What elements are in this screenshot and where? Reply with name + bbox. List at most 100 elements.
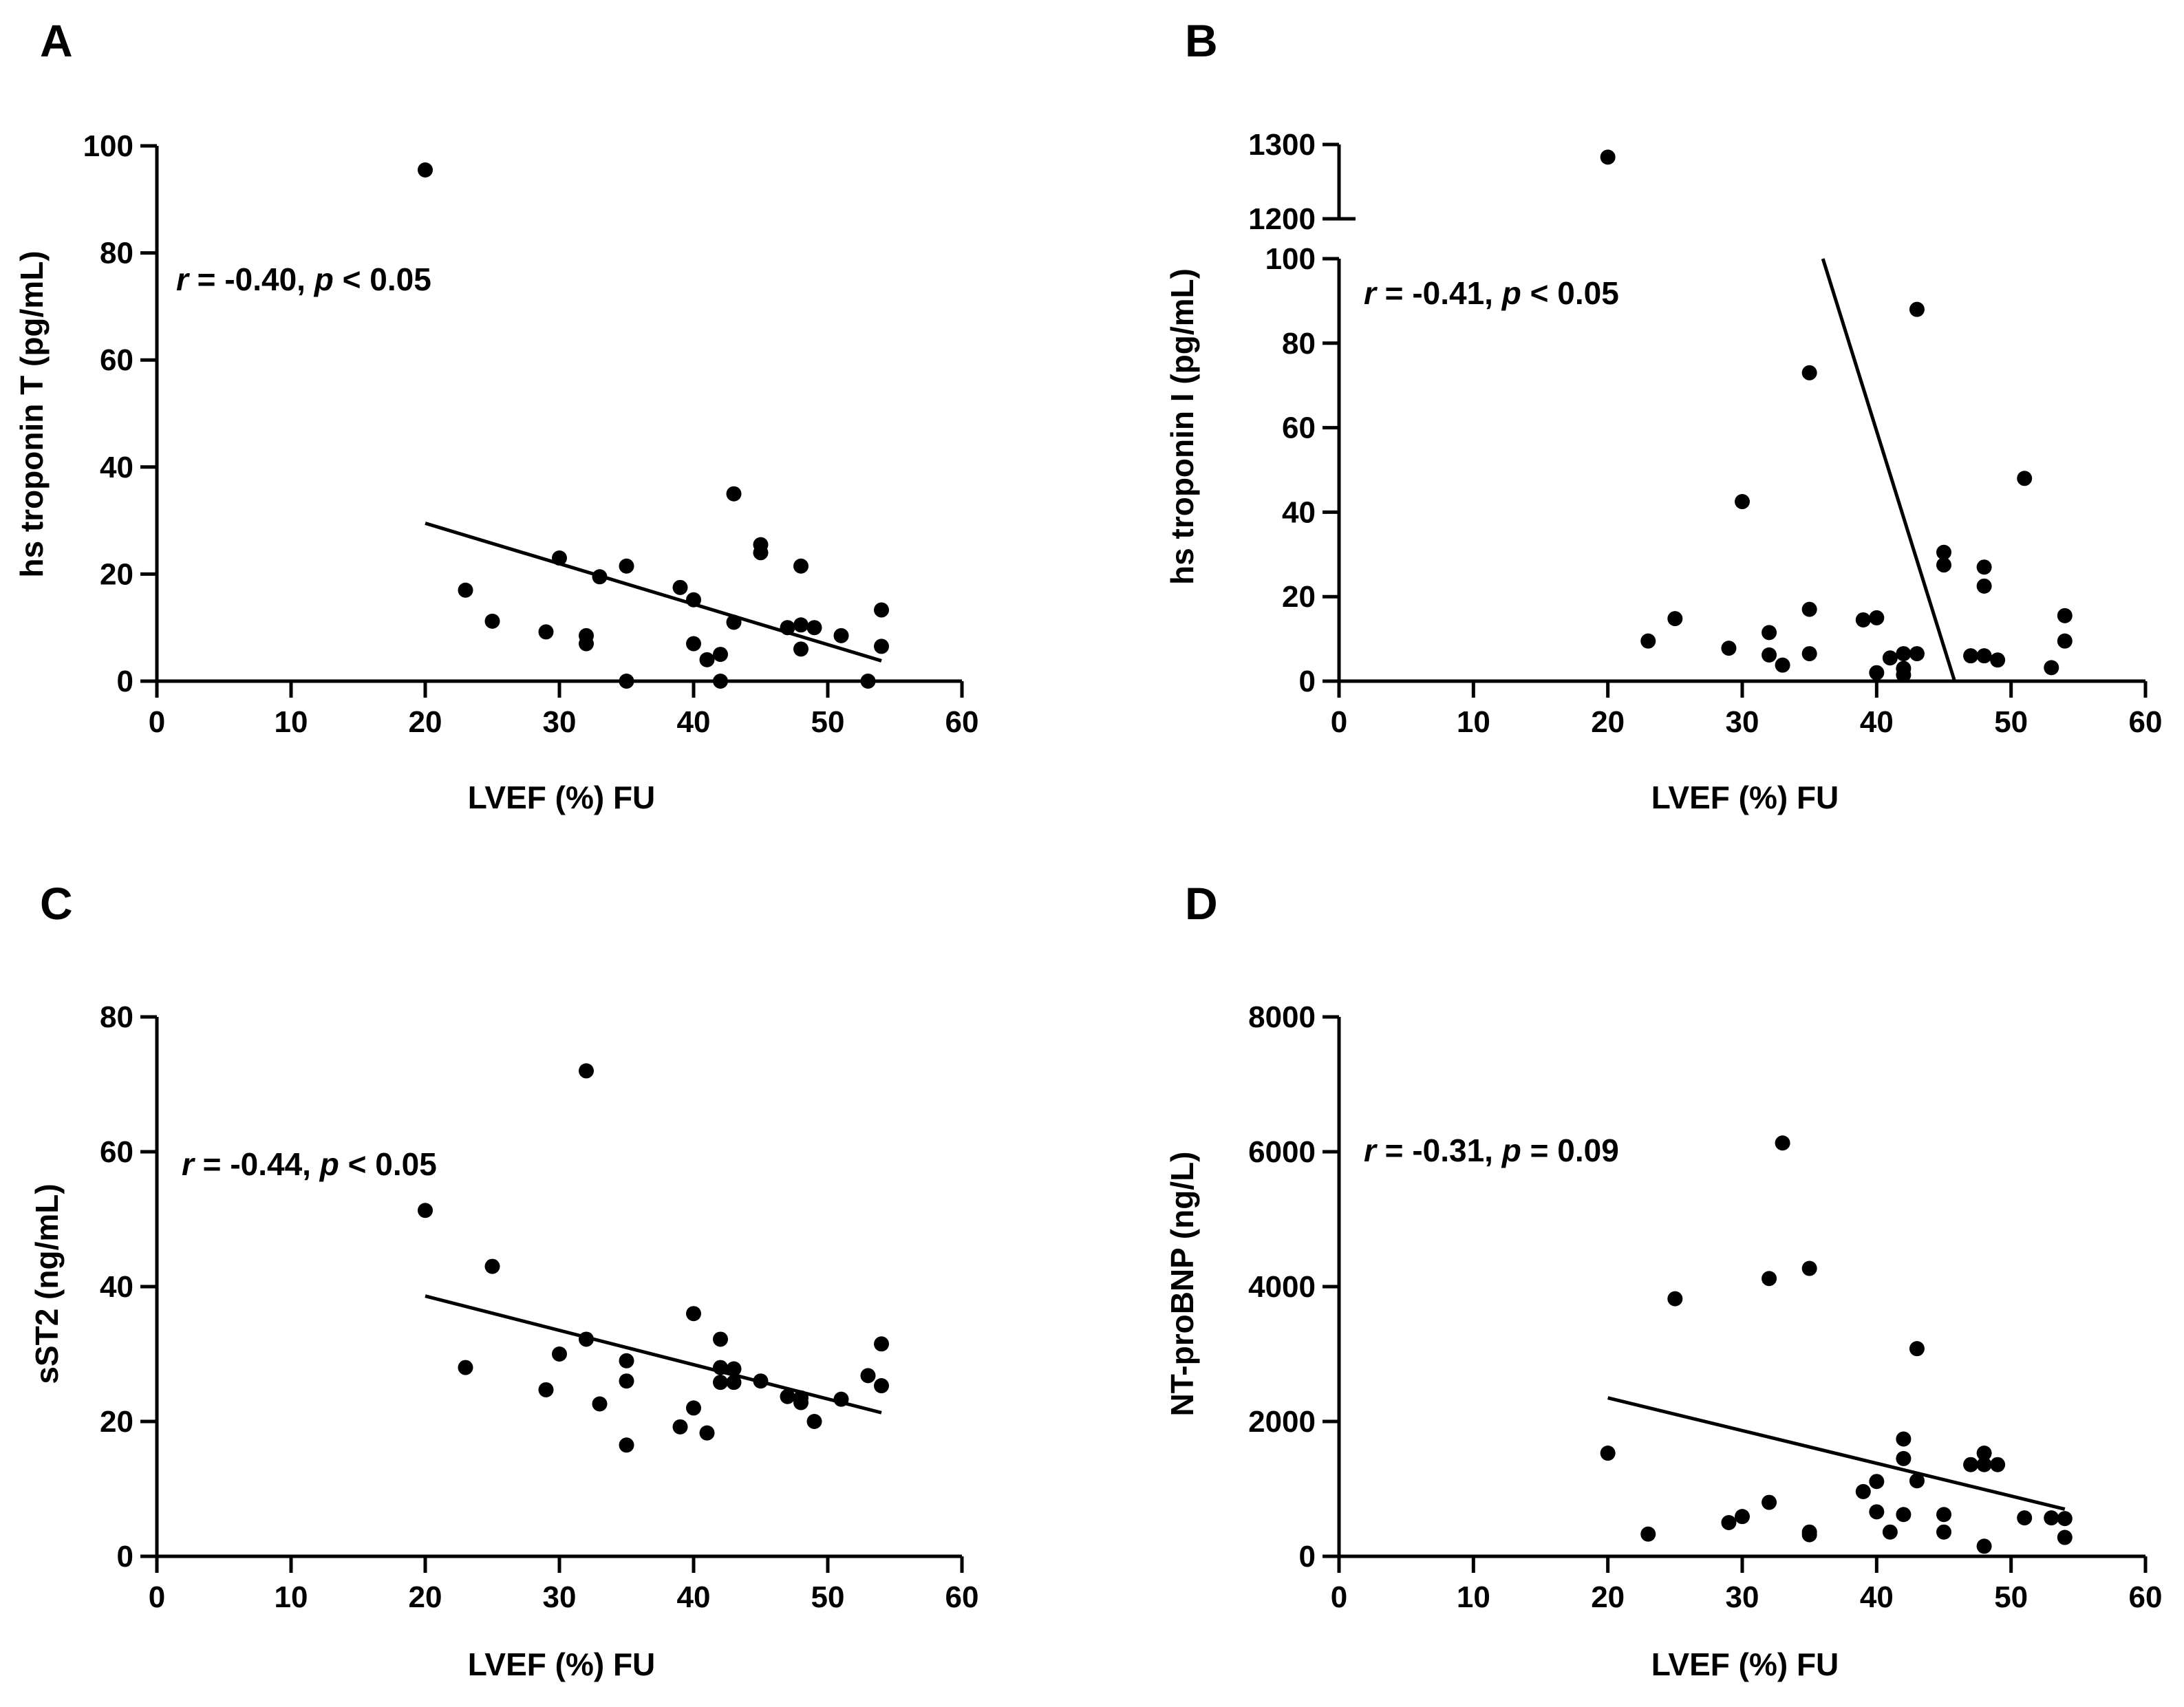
- data-point-b: [1721, 641, 1737, 656]
- y-tick-label-c: 0: [117, 1540, 133, 1574]
- data-point-c: [672, 1419, 688, 1435]
- y-tick-label-b: 0: [1299, 665, 1316, 698]
- data-point-b: [1735, 494, 1750, 510]
- data-point-d: [1640, 1526, 1656, 1542]
- y-axis-title-a: hs troponin T (pg/mL): [14, 250, 50, 577]
- data-point-b: [1882, 650, 1898, 666]
- y-tick-label-d: 6000: [1248, 1135, 1316, 1169]
- data-point-d: [1909, 1473, 1925, 1489]
- correlation-annotation-a: r = -0.40, p < 0.05: [176, 261, 431, 297]
- data-point-b: [1775, 657, 1790, 673]
- data-point-d: [2017, 1510, 2033, 1526]
- data-point-d: [1667, 1291, 1683, 1307]
- data-point-a: [860, 674, 876, 689]
- panel-label-b: B: [1185, 15, 1218, 66]
- data-point-b: [1990, 652, 2006, 668]
- data-point-b: [1869, 665, 1885, 680]
- y-tick-label-a: 20: [100, 557, 133, 591]
- data-point-a: [418, 162, 433, 178]
- panel-a: A r = -0.40, p < 0.05 LVEF (%) FU hs tro…: [14, 15, 978, 815]
- panel-c: C r = -0.44, p < 0.05 LVEF (%) FU sST2 (…: [29, 878, 978, 1682]
- y-tick-label-d: 0: [1299, 1540, 1316, 1574]
- data-point-a: [874, 638, 889, 654]
- data-point-a: [686, 592, 701, 608]
- data-point-c: [833, 1391, 849, 1407]
- y-axis-title-b: hs troponin I (pg/mL): [1164, 268, 1200, 585]
- data-point-a: [699, 652, 715, 667]
- data-point-a: [713, 674, 728, 689]
- data-point-b: [1762, 647, 1777, 663]
- data-point-d: [1762, 1271, 1777, 1287]
- data-point-c: [806, 1414, 822, 1429]
- data-point-b: [1963, 648, 1979, 664]
- data-point-c: [538, 1382, 554, 1397]
- data-point-a: [619, 558, 634, 574]
- data-point-c: [713, 1360, 728, 1375]
- data-point-c: [579, 1331, 594, 1347]
- x-tick-label-a: 20: [409, 705, 442, 739]
- y-tick-label-b: 40: [1282, 495, 1316, 529]
- data-point-c: [552, 1346, 567, 1362]
- y-axis-title-d: NT-proBNP (ng/L): [1164, 1152, 1200, 1417]
- data-point-c: [458, 1360, 473, 1375]
- data-point-a: [874, 602, 889, 618]
- data-point-a: [793, 558, 809, 574]
- data-point-c: [484, 1258, 500, 1274]
- data-point-d: [1600, 1446, 1616, 1461]
- data-point-b: [1667, 611, 1683, 627]
- x-tick-label-c: 40: [677, 1580, 711, 1614]
- data-point-b: [2017, 471, 2033, 486]
- data-point-d: [1869, 1474, 1885, 1490]
- panel-b: B r = -0.41, p < 0.05 LVEF (%) FU hs tro…: [1164, 15, 2162, 815]
- x-tick-label-c: 20: [409, 1580, 442, 1614]
- data-point-b: [1909, 301, 1925, 317]
- data-point-b: [1936, 557, 1951, 573]
- y-tick-label-upper-b: 1300: [1248, 128, 1316, 162]
- data-point-a: [538, 624, 554, 640]
- data-point-a: [592, 569, 608, 585]
- data-point-a: [833, 627, 849, 643]
- data-point-d: [1801, 1527, 1817, 1543]
- x-tick-label-a: 60: [945, 705, 979, 739]
- x-tick-label-d: 60: [2129, 1580, 2163, 1614]
- data-point-c: [874, 1378, 889, 1394]
- data-point-c: [860, 1368, 876, 1384]
- y-tick-label-a: 100: [83, 129, 133, 163]
- data-point-d: [1976, 1446, 1992, 1461]
- data-point-d: [1896, 1507, 1912, 1523]
- data-point-d: [1801, 1260, 1817, 1276]
- x-tick-label-d: 20: [1591, 1580, 1625, 1614]
- data-point-d: [1855, 1483, 1871, 1499]
- data-point-b: [1896, 646, 1912, 662]
- x-tick-label-a: 30: [543, 705, 577, 739]
- data-point-b: [2044, 660, 2059, 676]
- data-point-b: [1976, 578, 1992, 594]
- data-point-b: [2057, 633, 2073, 649]
- data-point-c: [753, 1373, 769, 1389]
- x-tick-label-a: 40: [677, 705, 711, 739]
- y-tick-label-d: 2000: [1248, 1405, 1316, 1439]
- data-point-c: [793, 1395, 809, 1410]
- data-point-b: [1801, 601, 1817, 617]
- data-point-a: [552, 550, 567, 566]
- data-point-a: [780, 620, 795, 636]
- x-tick-label-d: 40: [1860, 1580, 1894, 1614]
- data-point-d: [1963, 1457, 1979, 1472]
- y-tick-label-b: 20: [1282, 580, 1316, 614]
- data-point-d: [1896, 1450, 1912, 1466]
- x-axis-title-c: LVEF (%) FU: [468, 1646, 656, 1682]
- data-point-a: [458, 582, 473, 598]
- x-tick-label-c: 0: [149, 1580, 165, 1614]
- data-point-c: [726, 1375, 742, 1391]
- data-point-b: [1976, 559, 1992, 575]
- x-tick-label-b: 30: [1726, 705, 1759, 739]
- data-point-a: [686, 636, 701, 652]
- correlation-annotation-b: r = -0.41, p < 0.05: [1364, 275, 1619, 311]
- y-axis-title-c: sST2 (ng/mL): [29, 1183, 65, 1384]
- data-point-d: [1882, 1524, 1898, 1540]
- data-point-c: [874, 1336, 889, 1352]
- data-point-c: [418, 1203, 433, 1218]
- data-point-d: [2057, 1529, 2073, 1545]
- y-tick-label-a: 0: [117, 665, 133, 698]
- data-point-b: [1762, 625, 1777, 641]
